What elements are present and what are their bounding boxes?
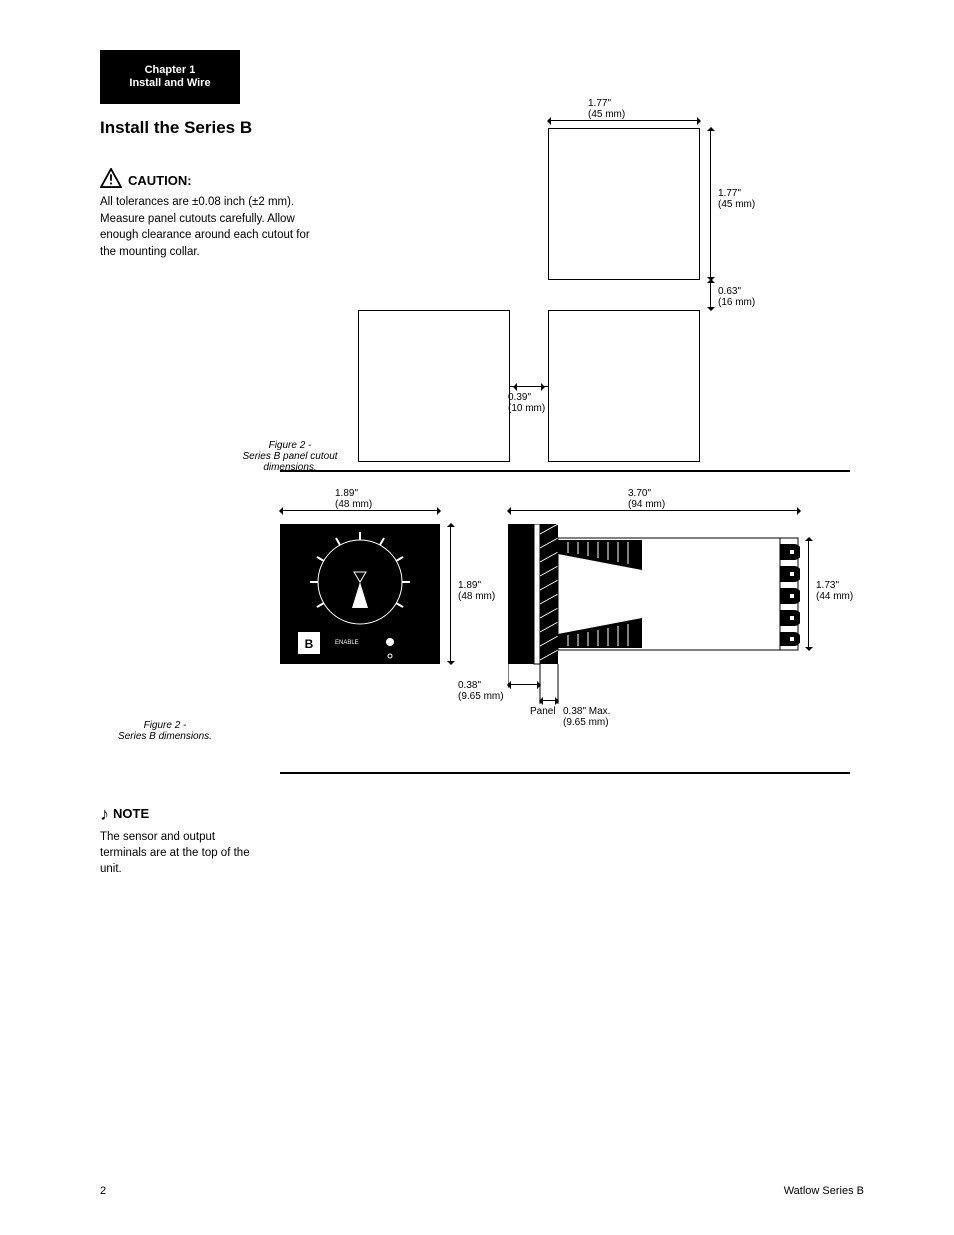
- side-height-label: 1.73" (44 mm): [816, 580, 853, 602]
- note-block: ♪ NOTE The sensor and output terminals ar…: [100, 790, 260, 877]
- face-height-arrow: [450, 524, 451, 664]
- cutout-square-br: [548, 310, 700, 462]
- page-footer: 2 Watlow Series B: [100, 1185, 864, 1197]
- face-height-label: 1.89" (48 mm): [458, 580, 495, 602]
- chapter-tab-line1: Chapter 1: [145, 64, 196, 76]
- note-body: The sensor and output terminals are at t…: [100, 829, 260, 877]
- device-face-svg: B ENABLE: [280, 524, 440, 664]
- cutout-horiz-gap-arrow: [510, 386, 548, 387]
- page-number: 2: [100, 1185, 106, 1197]
- caution-title-text: CAUTION:: [128, 173, 192, 188]
- svg-text:B: B: [305, 637, 314, 651]
- divider-1: [280, 470, 850, 472]
- note-title-text: NOTE: [113, 806, 149, 821]
- side-height-arrow: [808, 538, 809, 650]
- panel-cutout-diagram: Figure 2 - Series B panel cutout dimensi…: [370, 110, 790, 460]
- device-diagram: Figure 2 - Series B dimensions. 1.89" (4…: [280, 490, 850, 760]
- svg-text:ENABLE: ENABLE: [335, 640, 359, 646]
- cutout-width-label: 1.77" (45 mm): [588, 98, 625, 120]
- note-icon: ♪: [100, 804, 109, 824]
- side-overall-arrow: [508, 510, 800, 511]
- divider-2: [280, 772, 850, 774]
- cutout-square-top: [548, 128, 700, 280]
- note-title: ♪ NOTE: [100, 804, 260, 825]
- cutout-vert-gap-arrow: [710, 280, 711, 310]
- warning-icon: [100, 168, 122, 188]
- device-face: B ENABLE: [280, 524, 440, 664]
- panel-cutout-fig-label: Figure 2 - Series B panel cutout dimensi…: [230, 440, 350, 473]
- side-overall-label: 3.70" (94 mm): [628, 488, 665, 510]
- cutout-square-bl: [358, 310, 510, 462]
- side-bezel-label: 0.38" (9.65 mm): [458, 680, 504, 702]
- cutout-height-arrow: [710, 128, 711, 280]
- chapter-tab-line2: Install and Wire: [129, 77, 210, 89]
- face-width-arrow: [280, 510, 440, 511]
- cutout-width-arrow: [548, 120, 700, 121]
- chapter-tab: Chapter 1 Install and Wire: [100, 50, 240, 104]
- caution-body: All tolerances are ±0.08 inch (±2 mm). M…: [100, 194, 310, 261]
- device-fig-label: Figure 2 - Series B dimensions.: [100, 720, 230, 742]
- face-width-label: 1.89" (48 mm): [335, 488, 372, 510]
- manual-title: Watlow Series B: [784, 1185, 864, 1197]
- cutout-vert-gap-label: 0.63" (16 mm): [718, 286, 755, 308]
- cutout-height-label: 1.77" (45 mm): [718, 188, 755, 210]
- device-side: [508, 524, 800, 664]
- cutout-horiz-gap-label: 0.39" (10 mm): [508, 392, 545, 414]
- side-extension-lines: [508, 664, 648, 714]
